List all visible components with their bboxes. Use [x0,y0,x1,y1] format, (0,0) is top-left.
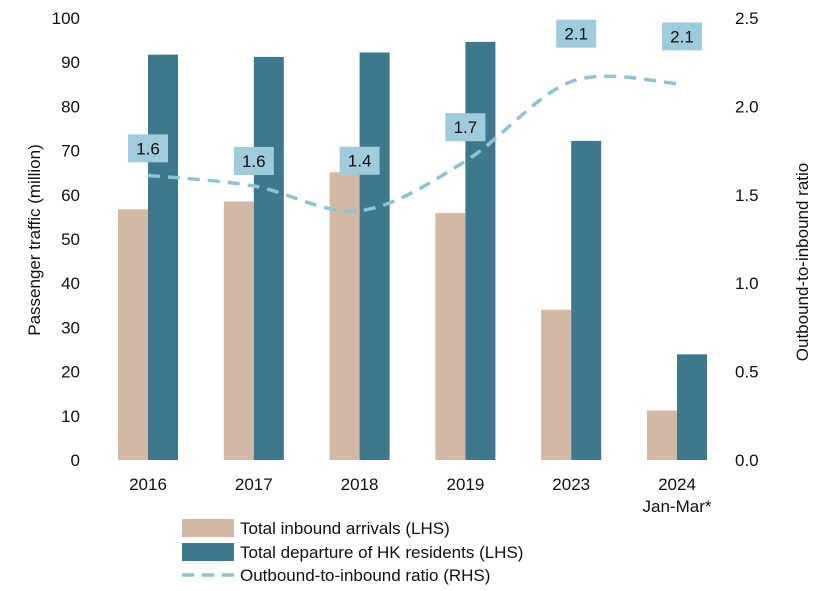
legend: Total inbound arrivals (LHS) Total depart… [182,519,523,585]
left-tick-80: 80 [61,97,80,116]
left-axis-title: Passenger traffic (million) [25,144,44,335]
inbound-bar-1 [223,201,254,460]
departure-bar-3 [465,41,496,460]
ratio-label-1: 1.6 [242,152,266,171]
left-tick-70: 70 [61,142,80,161]
ratio-label-box-4 [556,19,597,48]
inbound-bar-2 [329,172,360,460]
ratio-label-5: 2.1 [670,27,694,46]
inbound-bar-0 [118,209,148,460]
x-axis-ticks: 2016 2017 2018 2019 2023 2024 Jan-Mar* [129,475,712,516]
left-tick-100: 100 [52,9,80,28]
ratio-label-4: 2.1 [564,25,588,44]
right-tick-2.0: 2.0 [735,97,759,116]
x-tick-3: 2019 [446,475,484,494]
left-tick-30: 30 [61,318,80,337]
departure-bar-0 [148,54,178,460]
ratio-label-box-5 [662,22,702,51]
ratio-label-box-0 [128,134,168,163]
right-tick-2.5: 2.5 [735,9,759,28]
right-axis-title: Outbound-to-inbound ratio [793,163,812,361]
left-tick-10: 10 [61,407,80,426]
right-axis-ticks: 0.0 0.5 1.0 1.5 2.0 2.5 [735,9,759,470]
legend-label-2: Outbound-to-inbound ratio (RHS) [240,566,490,585]
ratio-label-2: 1.4 [348,152,372,171]
right-tick-1.0: 1.0 [735,274,759,293]
left-tick-0: 0 [71,451,80,470]
inbound-bar-5 [647,410,677,460]
ratio-label-0: 1.6 [136,139,160,158]
ratio-label-box-2 [339,146,380,175]
x-tick-5: 2024 [658,475,696,494]
left-tick-60: 60 [61,186,80,205]
right-tick-0.5: 0.5 [735,363,759,382]
legend-swatch-1 [182,543,234,561]
x-tick-4: 2023 [552,475,590,494]
left-axis-ticks: 0 10 20 30 40 50 60 70 80 90 100 [52,9,80,470]
bars-group [118,41,707,461]
ratio-label-box-3 [445,113,486,142]
right-tick-1.5: 1.5 [735,186,759,205]
x-tick-2: 2018 [341,475,379,494]
legend-swatch-0 [182,519,234,537]
inbound-bar-3 [435,212,466,460]
departure-bar-2 [359,52,390,460]
left-tick-50: 50 [61,230,80,249]
legend-label-1: Total departure of HK residents (LHS) [240,543,523,562]
right-tick-0.0: 0.0 [735,451,759,470]
departure-bar-4 [571,140,602,460]
ratio-labels-group: 1.6 1.6 1.4 1.7 2.1 2.1 [128,19,702,175]
departure-bar-1 [253,56,284,461]
ratio-label-box-1 [233,146,274,175]
left-tick-40: 40 [61,274,80,293]
left-tick-20: 20 [61,363,80,382]
inbound-bar-4 [541,309,572,460]
ratio-label-3: 1.7 [454,118,478,137]
left-tick-90: 90 [61,53,80,72]
departure-bar-5 [677,354,707,460]
x-tick-1: 2017 [235,475,273,494]
x-tick-0: 2016 [129,475,167,494]
legend-label-0: Total inbound arrivals (LHS) [240,519,450,538]
x-tick-5-line2: Jan-Mar* [643,497,712,516]
